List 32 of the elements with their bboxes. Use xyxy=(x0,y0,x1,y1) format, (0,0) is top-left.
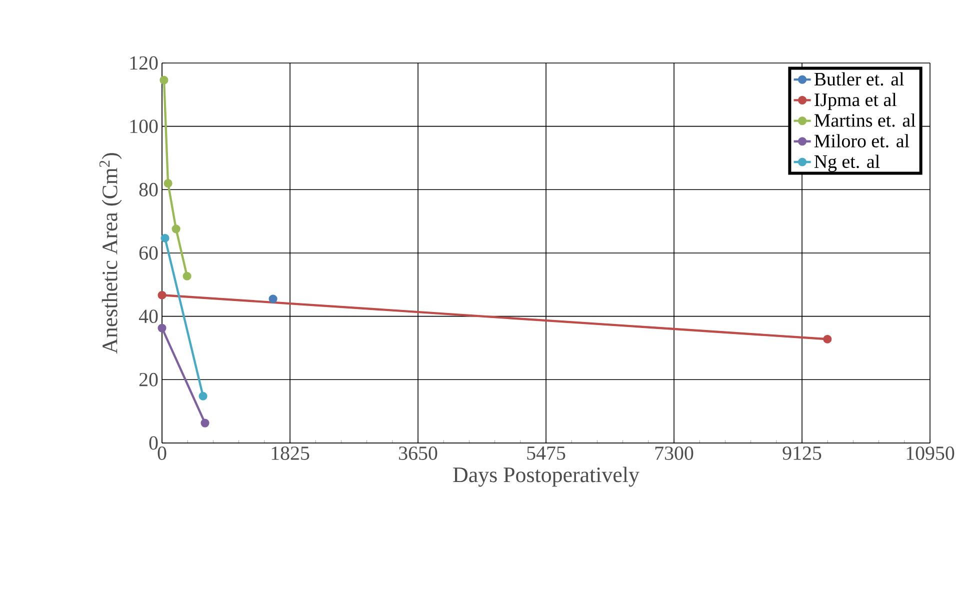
x-tick-label: 7300 xyxy=(655,446,694,460)
x-tick-label: 0 xyxy=(158,446,166,460)
y-tick-label: 60 xyxy=(139,246,158,260)
y-tick-label: 40 xyxy=(138,310,158,324)
x-tick-label: 5475 xyxy=(527,446,566,460)
x-tick-label: 3650 xyxy=(399,446,438,460)
point xyxy=(160,76,168,84)
point xyxy=(172,224,180,234)
y-tick-label: 100 xyxy=(130,120,158,134)
legend-label: IJpma et al xyxy=(814,92,897,110)
legend-label: Miloro et. al xyxy=(814,134,910,148)
legend-label: Butler et. al xyxy=(814,72,904,86)
point xyxy=(198,392,208,400)
y-tick-label: 80 xyxy=(139,182,158,196)
x-tick-label: 9125 xyxy=(782,446,822,460)
y-tick-label: 0 xyxy=(149,436,158,450)
x-axis-title: Days Postoperatively xyxy=(453,466,640,487)
y-tick-label: 120 xyxy=(130,56,158,70)
point xyxy=(158,290,166,300)
point xyxy=(164,179,172,188)
y-tick-label: 20 xyxy=(139,372,158,386)
point xyxy=(182,272,192,280)
y-axis-title: Anesthetic Area (Cm$^{2}$) xyxy=(99,153,122,354)
point xyxy=(158,324,166,332)
point xyxy=(268,294,278,304)
legend-label: Martins et. al xyxy=(814,113,916,127)
point xyxy=(823,334,832,344)
x-tick-label: 1825 xyxy=(272,446,310,460)
point xyxy=(200,418,210,428)
point xyxy=(160,234,170,242)
legend-label: Ng et. al xyxy=(814,154,880,172)
x-tick-label: 10950 xyxy=(906,446,954,460)
